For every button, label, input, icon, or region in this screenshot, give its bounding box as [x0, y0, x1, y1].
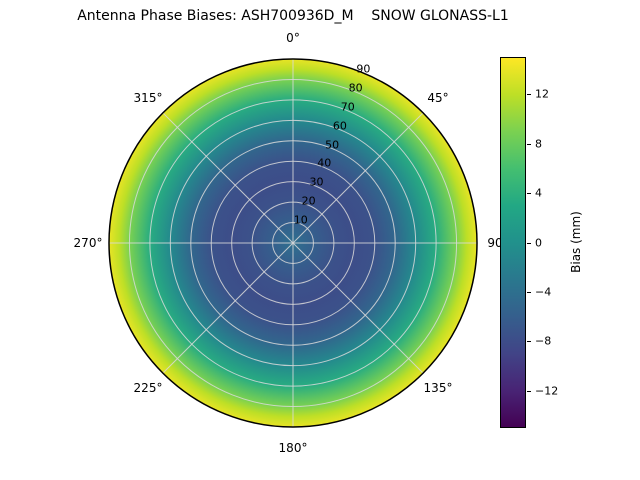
- grid-spoke: [162, 242, 294, 374]
- colorbar-tick-mark: [527, 143, 531, 145]
- colorbar: [500, 57, 526, 428]
- grid-spoke: [292, 242, 424, 374]
- colorbar-tick-label: 0: [535, 236, 542, 249]
- grid-spoke: [162, 112, 294, 244]
- radial-tick-label: 10: [293, 213, 308, 227]
- angular-tick-label: 0°: [286, 31, 300, 45]
- grid-spoke: [292, 112, 424, 244]
- radial-tick-label: 80: [348, 81, 363, 95]
- angular-tick-label: 135°: [423, 381, 453, 395]
- angular-tick-label: 225°: [133, 381, 163, 395]
- angular-tick-label: 45°: [427, 91, 449, 105]
- radial-tick-label: 60: [332, 119, 347, 133]
- angular-tick-label: 315°: [133, 91, 163, 105]
- colorbar-tick-label: 8: [535, 137, 542, 151]
- angular-tick-label: 180°: [278, 441, 308, 455]
- colorbar-tick-label: 4: [535, 186, 542, 200]
- radial-tick-label: 50: [325, 138, 340, 152]
- colorbar-tick-label: 12: [535, 87, 549, 101]
- colorbar-tick-label: −4: [535, 285, 552, 299]
- colorbar-tick-label: −12: [535, 384, 559, 398]
- radial-tick-label: 40: [317, 156, 332, 170]
- radial-tick-label: 30: [309, 175, 324, 189]
- radial-tick-label: 70: [340, 100, 355, 114]
- chart-title: Antenna Phase Biases: ASH700936D_M SNOW …: [77, 8, 509, 24]
- radial-tick-label: 90: [356, 62, 371, 76]
- polar-grid: [109, 59, 477, 427]
- colorbar-tick-mark: [527, 341, 531, 343]
- polar-spine: [108, 58, 478, 428]
- colorbar-tick-label: −8: [535, 334, 552, 348]
- colorbar-tick-mark: [527, 242, 531, 244]
- colorbar-tick-mark: [527, 292, 531, 293]
- radial-tick-label: 20: [301, 194, 316, 208]
- angular-tick-label: 270°: [73, 236, 103, 250]
- colorbar-axis-label: Bias (mm): [569, 211, 583, 273]
- colorbar-tick-mark: [527, 94, 531, 96]
- colorbar-tick-mark: [527, 390, 531, 392]
- colorbar-tick-mark: [527, 193, 531, 194]
